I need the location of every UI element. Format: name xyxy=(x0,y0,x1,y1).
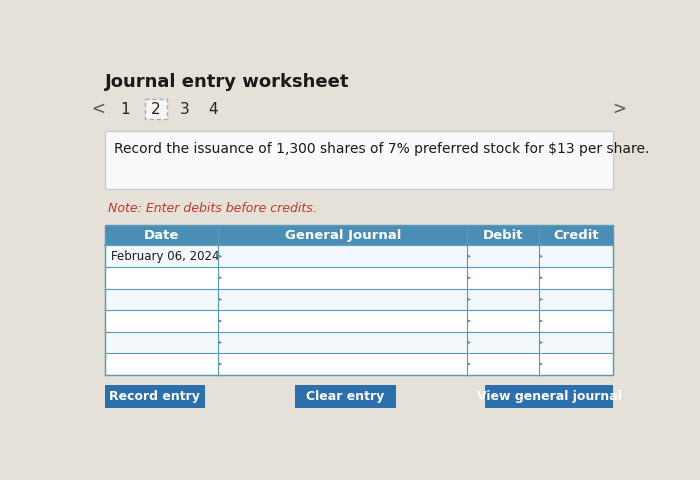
Polygon shape xyxy=(218,254,223,258)
Text: Clear entry: Clear entry xyxy=(307,390,385,403)
Bar xyxy=(104,226,613,245)
FancyBboxPatch shape xyxy=(145,99,167,119)
Polygon shape xyxy=(468,319,471,323)
Polygon shape xyxy=(468,254,471,258)
Text: 1: 1 xyxy=(120,102,130,117)
Bar xyxy=(485,385,613,408)
Bar xyxy=(104,310,613,332)
Text: 3: 3 xyxy=(179,102,189,117)
Text: Journal entry worksheet: Journal entry worksheet xyxy=(104,73,349,91)
Polygon shape xyxy=(468,276,471,279)
Text: Record entry: Record entry xyxy=(109,390,200,403)
Text: 2: 2 xyxy=(151,102,160,117)
Text: >: > xyxy=(612,100,626,118)
Polygon shape xyxy=(539,341,543,344)
Bar xyxy=(104,226,613,375)
Text: Debit: Debit xyxy=(483,229,524,242)
Text: 4: 4 xyxy=(208,102,218,117)
Polygon shape xyxy=(218,298,223,301)
Polygon shape xyxy=(539,276,543,279)
Polygon shape xyxy=(218,362,223,366)
Bar xyxy=(104,332,613,353)
Polygon shape xyxy=(218,341,223,344)
Text: Record the issuance of 1,300 shares of 7% preferred stock for $13 per share.: Record the issuance of 1,300 shares of 7… xyxy=(114,142,649,156)
Bar xyxy=(104,245,613,267)
Polygon shape xyxy=(539,254,543,258)
Bar xyxy=(104,353,613,375)
Bar xyxy=(104,267,613,288)
Polygon shape xyxy=(218,276,223,279)
Text: Date: Date xyxy=(144,229,179,242)
Text: February 06, 2024: February 06, 2024 xyxy=(111,250,219,263)
Text: Credit: Credit xyxy=(553,229,599,242)
Polygon shape xyxy=(539,362,543,366)
Polygon shape xyxy=(468,298,471,301)
Text: Note: Enter debits before credits.: Note: Enter debits before credits. xyxy=(108,203,316,216)
Polygon shape xyxy=(468,362,471,366)
Polygon shape xyxy=(218,319,223,323)
Polygon shape xyxy=(539,298,543,301)
Text: General Journal: General Journal xyxy=(285,229,401,242)
Polygon shape xyxy=(539,319,543,323)
Text: <: < xyxy=(91,100,105,118)
Bar xyxy=(104,385,205,408)
Bar xyxy=(104,131,613,189)
Bar xyxy=(104,288,613,310)
Text: View general journal: View general journal xyxy=(477,390,622,403)
Bar xyxy=(295,385,396,408)
Polygon shape xyxy=(468,341,471,344)
